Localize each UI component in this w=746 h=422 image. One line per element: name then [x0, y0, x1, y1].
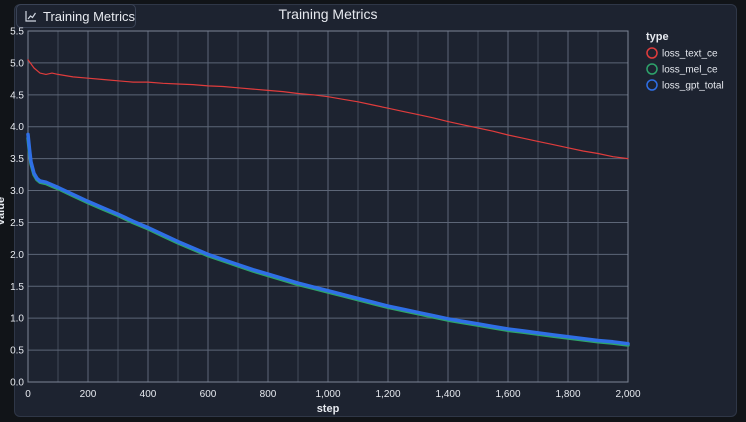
- grid: [27, 30, 629, 383]
- y-tick-label: 0.5: [10, 346, 24, 357]
- x-tick-label: 400: [140, 389, 157, 400]
- legend-title: type: [646, 31, 669, 43]
- y-tick-label: 5.0: [10, 58, 24, 69]
- plot-frame: [27, 30, 629, 383]
- x-tick-label: 600: [200, 389, 217, 400]
- legend-item-label: loss_text_ce: [662, 49, 718, 60]
- y-tick-label: 4.5: [10, 90, 24, 101]
- metrics-panel: [14, 4, 737, 417]
- y-axis-label: value: [0, 197, 7, 225]
- y-tick-label: 1.5: [10, 282, 24, 293]
- tab-training-metrics[interactable]: Training Metrics: [16, 4, 136, 28]
- x-tick-label: 0: [25, 389, 31, 400]
- tab-label: Training Metrics: [43, 8, 135, 24]
- legend-marker: [646, 79, 658, 91]
- y-tick-label: 0.0: [10, 378, 24, 389]
- y-tick-label: 2.0: [10, 250, 24, 261]
- y-tick-label: 1.0: [10, 314, 24, 325]
- x-axis: 0 200 400 600 800 1,000 1,200 1,400 1,600 1,800 2,…: [25, 389, 641, 400]
- y-tick-label: 4.0: [10, 122, 24, 133]
- x-axis-label: step: [317, 403, 340, 415]
- legend-item-label: loss_mel_ce: [662, 65, 718, 76]
- y-axis: 0.0 0.5 1.0 1.5 2.0 2.5 3.0 3.5 4.0 4.5 5.0 5.5: [10, 27, 24, 389]
- chart-icon: [25, 11, 36, 22]
- chart-title: Training Metrics: [278, 6, 377, 22]
- y-tick-label: 3.5: [10, 154, 24, 165]
- series-lines: [26, 59, 630, 347]
- x-tick-label: 2,000: [615, 389, 640, 400]
- y-tick-label: 2.5: [10, 218, 24, 229]
- x-tick-label: 1,200: [375, 389, 400, 400]
- y-tick-label: 3.0: [10, 186, 24, 197]
- legend-marker: [646, 63, 658, 75]
- series-line-loss-text-ce: [27, 59, 629, 160]
- series-line-loss-gpt-total: [26, 132, 630, 346]
- legend: loss_text_ce loss_mel_ce loss_gpt_total: [646, 47, 724, 92]
- x-tick-label: 1,400: [435, 389, 460, 400]
- x-tick-label: 1,600: [495, 389, 520, 400]
- legend-marker: [646, 47, 658, 59]
- x-tick-label: 200: [80, 389, 97, 400]
- x-tick-label: 1,800: [555, 389, 580, 400]
- x-tick-label: 1,000: [315, 389, 340, 400]
- legend-item-label: loss_gpt_total: [662, 81, 724, 92]
- x-tick-label: 800: [260, 389, 277, 400]
- y-tick-label: 5.5: [10, 27, 24, 38]
